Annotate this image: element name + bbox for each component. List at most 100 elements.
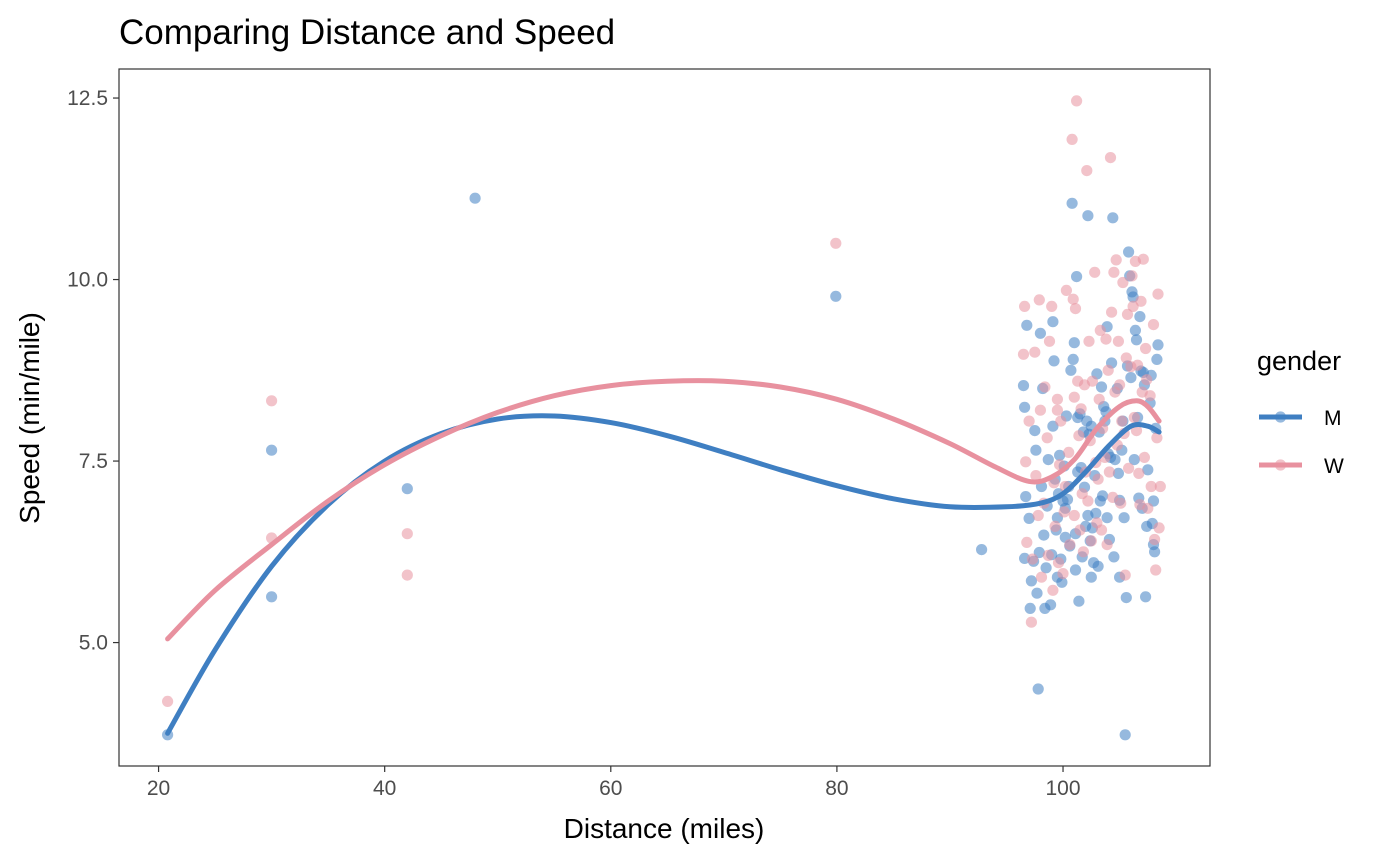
scatter-point-w [1035, 571, 1048, 583]
scatter-point-w [1029, 346, 1041, 358]
scatter-point-w [1137, 253, 1149, 265]
x-tick-label: 40 [373, 777, 396, 800]
scatter-point-m [1128, 454, 1140, 466]
scatter-point-m [1123, 246, 1135, 258]
legend: gender MW [1257, 346, 1344, 478]
scatter-point-w [1023, 415, 1035, 427]
trend-line-m [165, 413, 1162, 736]
scatter-point-w [1147, 319, 1160, 331]
scatter-point-m [1025, 575, 1037, 587]
legend-item-w: W [1259, 455, 1344, 478]
x-tick-label: 20 [147, 777, 170, 800]
scatter-point-m [1112, 467, 1124, 479]
legend-label: W [1324, 455, 1344, 478]
scatter-point-w [1058, 506, 1070, 518]
scatter-point-w [401, 528, 413, 540]
scatter-point-m [1069, 564, 1082, 576]
scatter-point-w [1066, 133, 1078, 145]
scatter-point-w [1060, 284, 1072, 296]
y-axis: 5.0 7.5 10.0 12.5 [67, 87, 119, 655]
scatter-point-m [469, 192, 481, 204]
scatter-point-m [1056, 576, 1068, 588]
scatter-point-m [1034, 327, 1046, 339]
scatter-point-w [1019, 300, 1031, 312]
y-axis-title: Speed (min/mile) [14, 312, 45, 524]
scatter-point-w [1039, 381, 1051, 393]
scatter-point-w [1141, 374, 1153, 386]
scatter-point-w [1104, 152, 1117, 164]
x-tick-label: 100 [1046, 777, 1081, 800]
scatter-point-m [1021, 319, 1033, 331]
scatter-point-w [1114, 379, 1126, 391]
scatter-point-w [1057, 568, 1069, 580]
scatter-point-m [1107, 212, 1119, 224]
scatter-point-w [1108, 266, 1120, 278]
scatter-point-w [1025, 616, 1037, 628]
chart-title: Comparing Distance and Speed [119, 13, 615, 52]
scatter-point-m [1072, 411, 1084, 424]
scatter-point-w [1046, 300, 1058, 312]
scatter-point-w [1120, 352, 1132, 364]
scatter-point-w [1145, 480, 1157, 493]
scatter-point-w [1075, 403, 1087, 415]
scatter-point-m [1061, 493, 1074, 506]
scatter-point-w [1063, 446, 1075, 458]
legend-key-point [1274, 459, 1287, 471]
scatter-point-m [1045, 599, 1057, 611]
scatter-point-w [1094, 324, 1106, 336]
scatter-point-m [1040, 562, 1052, 574]
scatter-point-w [1119, 569, 1131, 581]
scatter-point-w [1095, 524, 1108, 536]
scatter-point-w [1055, 415, 1067, 427]
scatter-point-w [1152, 288, 1164, 300]
scatter-point-m [1066, 197, 1078, 209]
scatter-point-w [1052, 557, 1065, 569]
scatter-point-w [1032, 509, 1044, 522]
legend-items: MW [1259, 407, 1344, 478]
scatter-point-m [1120, 592, 1132, 604]
scatter-point-w [1106, 306, 1118, 318]
scatter-point-w [1047, 584, 1059, 596]
scatter-point-w [1086, 375, 1098, 387]
scatter-point-w [1130, 425, 1143, 437]
scatter-point-m [976, 544, 988, 556]
scatter-point-m [1065, 364, 1077, 376]
scatter-point-w [1144, 390, 1156, 402]
scatter-point-w [1121, 308, 1134, 320]
scatter-point-w [1135, 295, 1147, 307]
scatter-point-w [1100, 333, 1112, 345]
scatter-point-m [1067, 353, 1079, 365]
y-tick-label: 12.5 [67, 87, 108, 110]
scatter-point-m [1023, 512, 1035, 525]
legend-title: gender [1257, 346, 1341, 376]
scatter-point-w [1123, 462, 1135, 474]
scatter-point-w [1033, 294, 1045, 306]
scatter-point-w [1092, 473, 1104, 485]
scatter-point-w [1021, 536, 1033, 549]
scatter-point-w [1064, 539, 1076, 551]
scatter-point-w [1071, 95, 1083, 107]
scatter-point-w [1138, 451, 1150, 463]
scatter-point-m [1125, 372, 1137, 384]
scatter-point-m [1142, 464, 1154, 476]
scatter-point-m [1020, 491, 1032, 503]
scatter-point-m [1095, 381, 1108, 393]
scatter-point-w [1069, 303, 1082, 315]
scatter-point-w [1112, 335, 1124, 347]
scatter-point-m [1101, 512, 1113, 524]
scatter-point-m [1151, 353, 1163, 365]
scatter-point-w [1116, 415, 1128, 427]
scatter-point-w [1107, 491, 1119, 503]
plot-panel [118, 68, 1211, 767]
scatter-point-m [1032, 683, 1044, 695]
scatter-point-w [1153, 522, 1165, 534]
scatter-point-m [1082, 210, 1094, 222]
scatter-point-w [1068, 509, 1080, 522]
scatter-point-w [1110, 254, 1122, 266]
scatter-point-m [1042, 454, 1054, 466]
scatter-point-m [1017, 380, 1030, 392]
scatter-point-w [1154, 480, 1166, 493]
scatter-point-w [1133, 467, 1145, 479]
x-tick-label: 60 [599, 777, 622, 800]
scatter-point-m [1019, 401, 1031, 413]
